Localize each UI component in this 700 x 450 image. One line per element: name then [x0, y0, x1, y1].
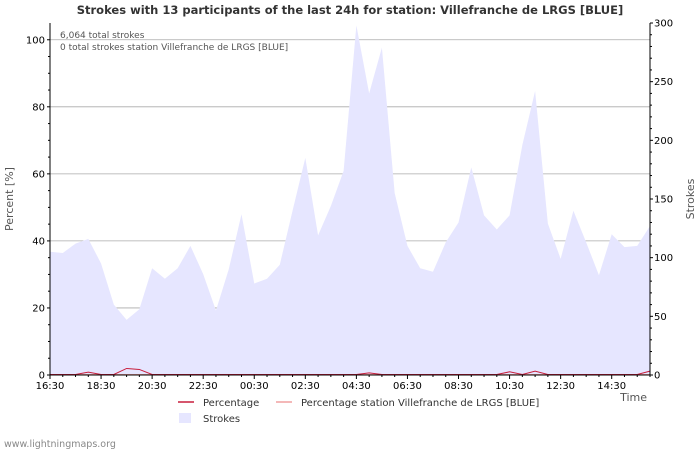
strokes-area-layer: [50, 25, 650, 375]
y-right-tick-label: 200: [654, 136, 673, 147]
y-right-tick-label: 300: [654, 19, 673, 30]
x-tick-label: 16:30: [36, 381, 65, 392]
x-tick-label: 06:30: [393, 381, 422, 392]
x-tick-label: 04:30: [342, 381, 371, 392]
y-right-tick-label: 50: [654, 312, 667, 323]
x-tick-label: 00:30: [240, 381, 269, 392]
y-left-tick-label: 20: [32, 303, 45, 314]
x-tick-label: 08:30: [444, 381, 473, 392]
y-axis-right-label: Strokes: [684, 178, 697, 219]
x-tick-label: 14:30: [597, 381, 626, 392]
x-tick-label: 22:30: [189, 381, 218, 392]
footer-source: www.lightningmaps.org: [4, 439, 116, 450]
legend-station-label: Percentage station Villefranche de LRGS …: [301, 398, 539, 409]
legend: Percentage Percentage station Villefranc…: [178, 398, 539, 425]
y-right-tick-label: 0: [654, 371, 660, 382]
y-left-tick-label: 40: [32, 236, 45, 247]
y-right-tick-label: 150: [654, 195, 673, 206]
x-tick-label: 02:30: [291, 381, 320, 392]
y-left-tick-label: 0: [39, 371, 45, 382]
x-tick-label: 20:30: [138, 381, 167, 392]
annotation-station-strokes: 0 total strokes station Villefranche de …: [60, 43, 288, 53]
legend-strokes-label: Strokes: [203, 414, 240, 425]
y-left-tick-label: 100: [26, 35, 45, 46]
x-axis-label: Time: [619, 391, 647, 404]
y-axis-left-label: Percent [%]: [3, 167, 16, 231]
axes-layer: [47, 22, 653, 379]
strokes-area: [50, 25, 650, 375]
x-tick-label: 10:30: [495, 381, 524, 392]
y-right-tick-label: 250: [654, 77, 673, 88]
chart-title: Strokes with 13 participants of the last…: [77, 3, 624, 17]
legend-strokes-swatch: [179, 413, 191, 423]
y-right-tick-label: 100: [654, 253, 673, 264]
y-left-tick-label: 60: [32, 169, 45, 180]
x-tick-label: 18:30: [87, 381, 116, 392]
annotation-total-strokes: 6,064 total strokes: [60, 31, 145, 41]
legend-percentage-label: Percentage: [203, 398, 259, 409]
x-tick-label: 12:30: [546, 381, 575, 392]
tick-labels-layer: 0 20 40 60 80 100 0 50 100 150 200 250 300 16:30 18:30…: [26, 19, 673, 393]
y-left-tick-label: 80: [32, 102, 45, 113]
